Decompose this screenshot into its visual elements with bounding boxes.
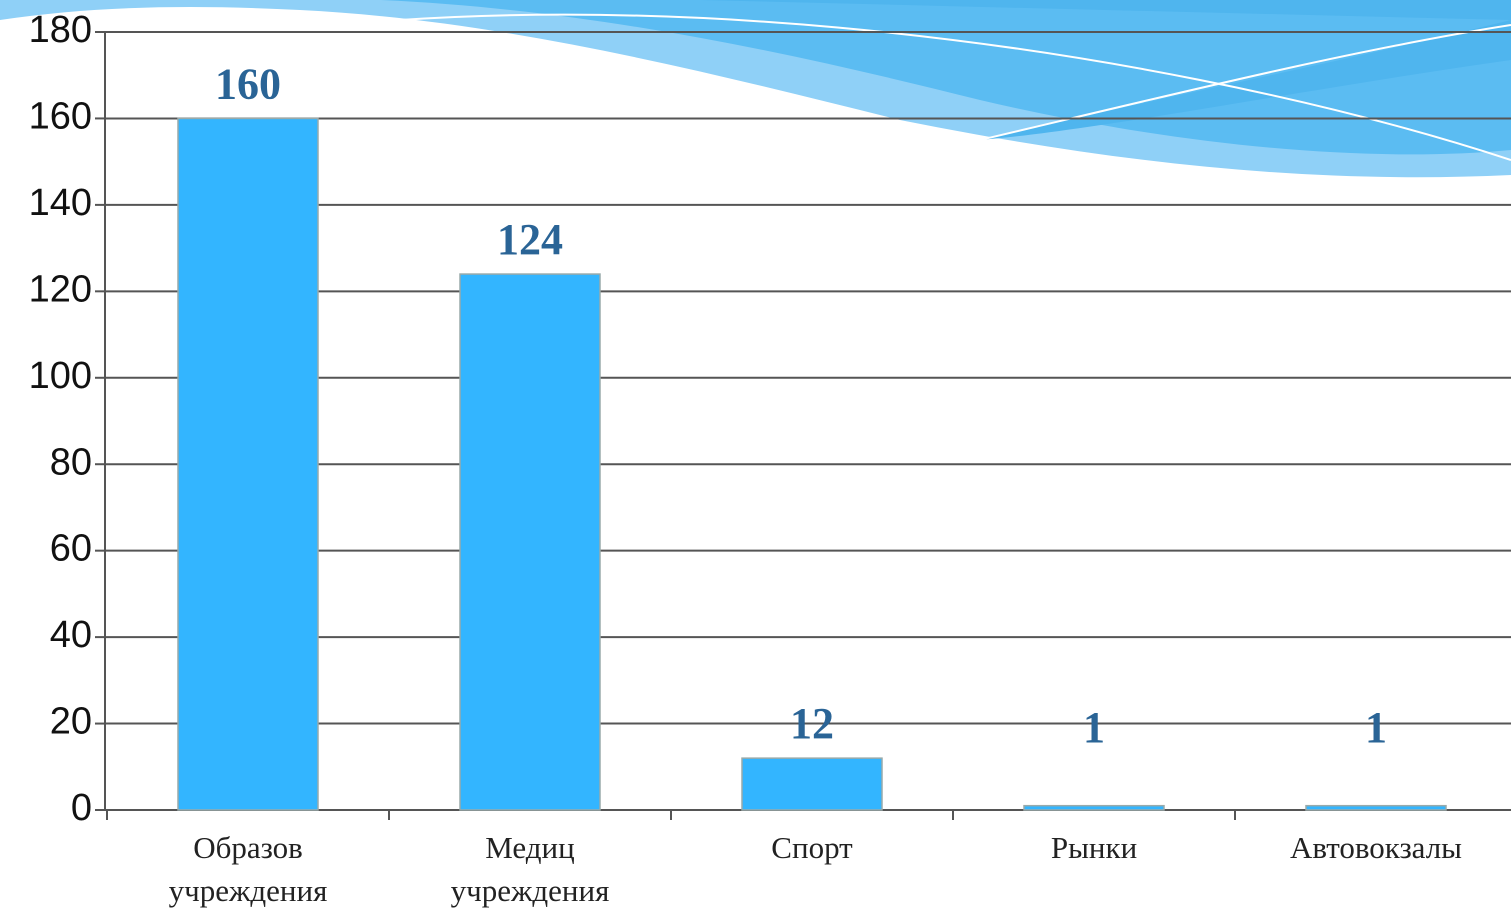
y-tick-label: 100 [29, 355, 92, 397]
value-label: 12 [790, 699, 834, 748]
y-tick-label: 20 [50, 701, 92, 743]
x-tick-label: Рынки [1050, 830, 1138, 865]
y-tick-label: 40 [50, 614, 92, 656]
value-label: 1 [1083, 703, 1105, 752]
y-tick-label: 0 [71, 787, 92, 829]
x-tick-label: Спорт [771, 830, 853, 865]
bar [741, 757, 883, 811]
x-tick-label: Образов учреждения [168, 830, 328, 908]
y-tick-label: 180 [29, 9, 92, 51]
x-tick-label: Медиц учреждения [450, 830, 610, 908]
value-label: 160 [215, 60, 281, 109]
y-tick-label: 60 [50, 528, 92, 570]
decoration [0, 0, 1511, 178]
bar [1305, 804, 1447, 811]
bar [459, 273, 601, 811]
y-tick-label: 160 [29, 95, 92, 137]
y-tick-label: 140 [29, 182, 92, 224]
y-tick-label: 120 [29, 268, 92, 310]
x-tick-label: Автовокзалы [1289, 830, 1463, 865]
y-tick-label: 80 [50, 441, 92, 483]
value-label: 1 [1365, 703, 1387, 752]
value-label: 124 [497, 215, 563, 264]
bar [177, 117, 319, 811]
bar [1023, 804, 1165, 811]
